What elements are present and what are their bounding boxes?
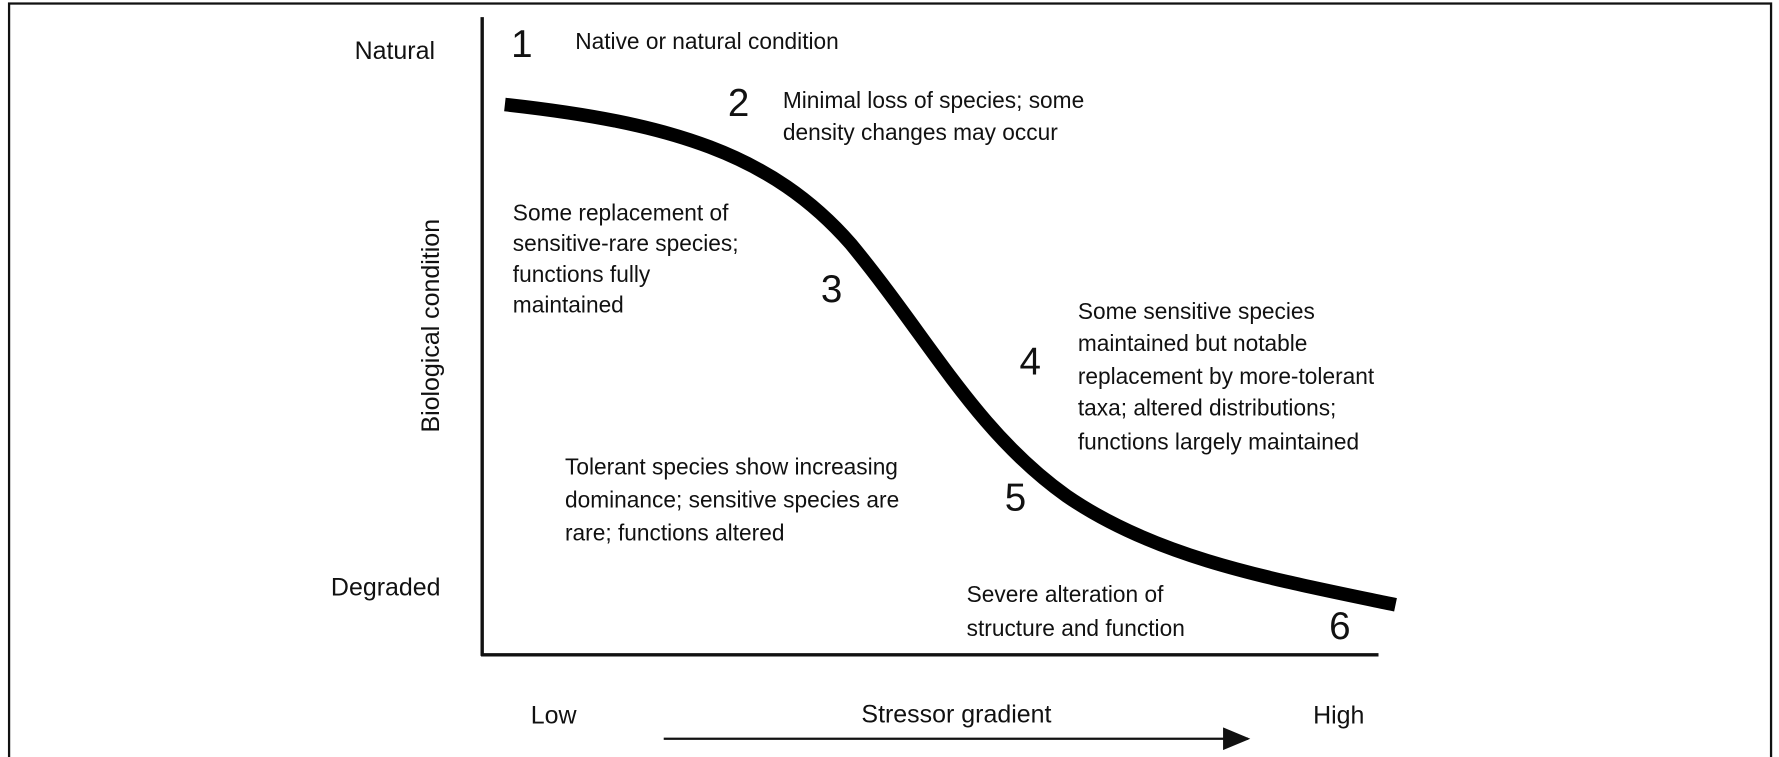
x-axis-title: Stressor gradient	[861, 701, 1051, 729]
level-text: Some replacement of	[513, 200, 729, 226]
level-text: density changes may occur	[783, 119, 1058, 145]
level-number: 1	[511, 23, 532, 66]
level-text: Severe alteration of	[967, 581, 1164, 607]
level-text: Some sensitive species	[1078, 298, 1315, 324]
level-number: 2	[728, 82, 749, 125]
level-text: sensitive-rare species;	[513, 230, 739, 256]
level-text: Tolerant species show increasing	[565, 454, 898, 480]
level-text: rare; functions altered	[565, 520, 784, 546]
low-label: Low	[531, 702, 578, 730]
y-axis-title: Biological condition	[417, 219, 445, 433]
level-text: dominance; sensitive species are	[565, 487, 899, 513]
level-text: functions largely maintained	[1078, 429, 1359, 455]
condition-curve	[504, 97, 1397, 612]
level-text: taxa; altered distributions;	[1078, 395, 1337, 421]
level-text: maintained but notable	[1078, 330, 1308, 356]
level-text: functions fully	[513, 261, 651, 287]
level-number: 5	[1005, 477, 1026, 520]
level-text: Minimal loss of species; some	[783, 87, 1084, 113]
level-number: 4	[1019, 341, 1040, 384]
frame	[7, 2, 1773, 757]
level-text: Native or natural condition	[575, 28, 839, 54]
level-number: 3	[821, 268, 842, 311]
high-label: High	[1313, 702, 1364, 730]
top-label: Natural	[355, 37, 435, 65]
level-text: replacement by more-tolerant	[1078, 363, 1375, 389]
level-text: structure and function	[967, 615, 1185, 641]
level-text: maintained	[513, 291, 624, 317]
level-number: 6	[1329, 605, 1350, 648]
bottom-label: Degraded	[331, 574, 441, 602]
